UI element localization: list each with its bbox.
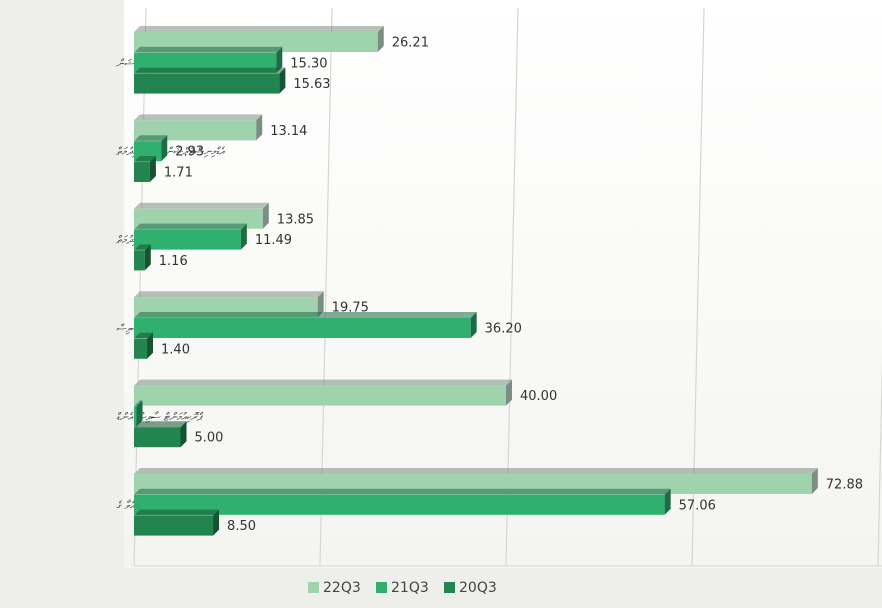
bar-top-face [134, 312, 477, 318]
bar-side-face [147, 332, 154, 359]
bar-top-face [134, 26, 384, 32]
value-label: 15.30 [290, 56, 327, 71]
bar-side-face [470, 312, 477, 338]
bar-top-face [134, 67, 286, 74]
bar-top-face [134, 156, 156, 162]
bar-side-face [377, 26, 384, 52]
bar [134, 427, 181, 448]
legend-swatch [376, 582, 387, 593]
bar [134, 73, 280, 94]
bar [134, 385, 506, 406]
value-label: 1.40 [161, 342, 190, 357]
bar-side-face [161, 135, 168, 162]
value-label: 36.20 [485, 322, 522, 337]
bar-top-face [134, 488, 671, 495]
value-label: 15.63 [293, 77, 330, 92]
bar-top-face [134, 114, 263, 121]
legend: 22Q3 21Q3 20Q3 [308, 580, 497, 596]
value-label: - [151, 410, 156, 425]
bar-side-face [180, 421, 187, 448]
bar-side-face [811, 468, 818, 494]
bar-top-face [134, 291, 324, 298]
bar-top-face [134, 244, 151, 251]
bars [134, 26, 818, 536]
bar-side-face [664, 488, 671, 515]
legend-entry: 22Q3 [323, 580, 361, 596]
bar [134, 318, 471, 338]
bar-side-face [262, 202, 269, 229]
bar [134, 229, 241, 250]
bar-top-face [134, 468, 818, 474]
bar-side-face [317, 291, 324, 318]
value-label: 19.75 [332, 301, 369, 316]
value-label: 57.06 [679, 498, 716, 513]
bar-side-face [279, 67, 286, 94]
legend-entry: 21Q3 [391, 580, 429, 596]
category-label: އެޑްމިނިސްޓްރޭޝަން ސަޕޯޓް ޚިދުމަތް [116, 145, 226, 158]
bar-side-face [276, 46, 283, 73]
bar-top-face [134, 223, 247, 230]
gridline [877, 352, 882, 567]
value-label: 11.49 [255, 233, 292, 248]
bar [134, 494, 665, 515]
bar-side-face [256, 114, 263, 141]
value-label: 40.00 [520, 389, 557, 404]
bar-top-face [134, 421, 187, 428]
value-label: 5.00 [195, 431, 224, 446]
bar-top-face [134, 135, 168, 142]
value-label: 13.14 [270, 124, 307, 139]
bar [134, 162, 150, 182]
value-label: 1.16 [159, 254, 188, 269]
bar-top-face [134, 46, 283, 53]
bar-top-face [134, 202, 269, 209]
bar-top-face [134, 400, 143, 407]
legend-entry: 20Q3 [459, 580, 497, 596]
bar [134, 338, 148, 359]
bar [134, 515, 214, 536]
bar-side-face [240, 223, 247, 250]
bar [134, 250, 145, 271]
value-label: 8.50 [227, 519, 256, 534]
bar-side-face [136, 400, 143, 427]
legend-swatch [444, 582, 455, 593]
value-label: 13.85 [277, 212, 314, 227]
bar-top-face [134, 332, 154, 339]
bar [134, 406, 137, 427]
bar-side-face [506, 379, 512, 406]
bar-top-face [134, 509, 220, 516]
bar-side-face [144, 244, 151, 271]
value-labels: 26.21 15.30 15.63 13.14 2.93 1.71 13.85 11.49 1.… [151, 36, 864, 535]
bar-side-face [213, 509, 220, 536]
value-label: 1.71 [164, 166, 193, 181]
value-label: 72.88 [826, 478, 863, 493]
bar-side-face [149, 156, 156, 182]
legend-swatch [308, 582, 319, 593]
value-label: 26.21 [392, 36, 429, 51]
bar-top-face [134, 379, 512, 386]
value-label: 2.93 [175, 145, 204, 160]
